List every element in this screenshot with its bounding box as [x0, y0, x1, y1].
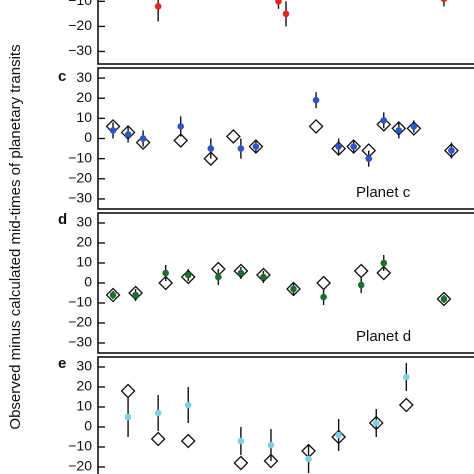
y-tick-label: 10 [76, 398, 92, 414]
y-tick-label: 30 [76, 69, 92, 85]
observed-point [267, 441, 275, 449]
observed-point [335, 431, 342, 439]
y-tick-label: −10 [68, 0, 92, 8]
observed-point [440, 0, 448, 3]
observed-point [320, 293, 327, 301]
observed-point [124, 413, 132, 421]
model-diamond [150, 431, 166, 447]
observed-point [275, 0, 282, 5]
observed-point [237, 145, 245, 152]
observed-point [252, 143, 260, 150]
y-tick-label: −20 [68, 17, 92, 33]
observed-point [109, 127, 117, 134]
model-diamond [180, 433, 196, 449]
panel-letter: e [58, 355, 66, 372]
observed-point [154, 409, 162, 417]
observed-point [162, 269, 169, 277]
observed-point [335, 143, 342, 150]
observed-point [184, 271, 192, 279]
observed-point [305, 455, 312, 463]
model-diamond [225, 129, 241, 144]
observed-point [260, 273, 267, 281]
observed-point [380, 259, 388, 267]
panel-letter: d [58, 211, 67, 228]
panel-frame [97, 67, 474, 210]
model-diamond [316, 275, 332, 291]
observed-point [237, 269, 245, 277]
panel-frame [97, 0, 474, 65]
observed-point [207, 145, 215, 152]
y-tick-label: −30 [68, 42, 92, 58]
y-tick-label: 20 [76, 234, 92, 250]
observed-point [177, 123, 185, 130]
observed-point [109, 291, 117, 299]
y-tick-label: 30 [76, 214, 92, 230]
observed-point [237, 437, 245, 445]
y-axis-label: Observed minus calculated mid-times of p… [7, 44, 24, 429]
observed-point [357, 281, 365, 289]
observed-point [124, 131, 132, 138]
y-tick-label: 10 [76, 109, 92, 125]
observed-point [440, 295, 448, 303]
observed-point [410, 123, 418, 130]
model-diamond [173, 133, 189, 148]
y-tick-label: 30 [76, 358, 92, 374]
model-diamond [398, 397, 414, 413]
observed-point [312, 96, 320, 104]
observed-point [132, 291, 139, 299]
model-diamond [376, 265, 392, 281]
observed-point [448, 147, 455, 154]
observed-point [380, 117, 388, 124]
model-diamond [158, 275, 174, 291]
y-tick-label: −10 [68, 438, 92, 454]
y-tick-label: −10 [68, 294, 92, 310]
panel-letter: c [58, 68, 66, 85]
observed-point [139, 135, 147, 142]
model-diamond [308, 118, 324, 134]
planet-label: Planet d [356, 328, 411, 345]
y-tick-label: 20 [76, 378, 92, 394]
observed-point [365, 155, 373, 162]
y-tick-label: 0 [84, 274, 92, 290]
panel-frame [97, 356, 474, 474]
observed-point [403, 373, 410, 381]
y-tick-label: 0 [84, 418, 92, 434]
observed-point [395, 127, 403, 134]
observed-point [282, 10, 290, 18]
planet-label: Planet e [356, 472, 411, 474]
model-diamond [233, 455, 249, 471]
y-tick-label: −10 [68, 149, 92, 165]
y-tick-label: 20 [76, 89, 92, 105]
observed-point [215, 273, 222, 281]
observed-point [290, 285, 297, 293]
observed-point [350, 143, 357, 150]
model-diamond [353, 263, 369, 279]
y-tick-label: −30 [68, 334, 92, 350]
model-diamond [120, 383, 136, 399]
observed-point [372, 419, 380, 427]
y-tick-label: −20 [68, 314, 92, 330]
panel-frame [97, 212, 474, 354]
y-tick-label: −20 [68, 458, 92, 474]
y-tick-label: −30 [68, 190, 92, 206]
observed-point [154, 3, 162, 10]
y-tick-label: 0 [84, 129, 92, 145]
y-tick-label: 10 [76, 254, 92, 270]
y-tick-label: −20 [68, 169, 92, 185]
planet-label: Planet c [356, 184, 411, 201]
observed-point [184, 401, 192, 409]
